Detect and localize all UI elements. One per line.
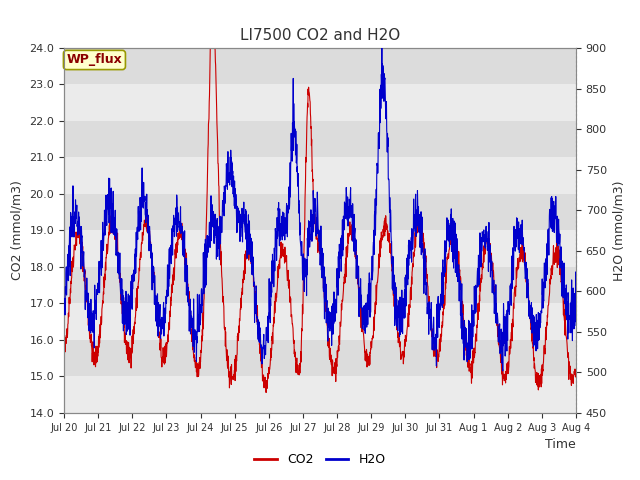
H2O: [378, 45, 386, 51]
CO2: [86, 335, 94, 340]
X-axis label: Time: Time: [545, 438, 576, 451]
Bar: [64, 230, 576, 267]
H2O: [463, 340, 471, 346]
CO2: [60, 353, 68, 359]
Line: CO2: CO2: [64, 48, 576, 393]
Bar: [64, 303, 576, 340]
Line: H2O: H2O: [64, 48, 576, 371]
Bar: [64, 376, 576, 413]
Bar: [64, 194, 576, 230]
CO2: [464, 364, 472, 370]
H2O: [60, 308, 68, 313]
CO2: [572, 370, 580, 376]
H2O: [86, 324, 94, 330]
CO2: [557, 278, 565, 284]
Y-axis label: CO2 (mmol/m3): CO2 (mmol/m3): [11, 180, 24, 280]
Y-axis label: H2O (mmol/m3): H2O (mmol/m3): [612, 180, 625, 281]
H2O: [309, 229, 317, 235]
CO2: [296, 370, 304, 376]
H2O: [572, 282, 580, 288]
CO2: [558, 284, 566, 290]
H2O: [557, 269, 565, 275]
Bar: [64, 48, 576, 84]
H2O: [296, 202, 303, 207]
Bar: [64, 84, 576, 121]
Text: WP_flux: WP_flux: [67, 53, 122, 66]
H2O: [499, 368, 507, 374]
Bar: [64, 340, 576, 376]
Legend: CO2, H2O: CO2, H2O: [250, 448, 390, 471]
CO2: [310, 195, 317, 201]
Bar: [64, 267, 576, 303]
Bar: [64, 121, 576, 157]
Bar: [64, 157, 576, 194]
H2O: [558, 293, 566, 299]
CO2: [262, 390, 270, 396]
CO2: [207, 45, 214, 51]
Title: LI7500 CO2 and H2O: LI7500 CO2 and H2O: [240, 28, 400, 43]
